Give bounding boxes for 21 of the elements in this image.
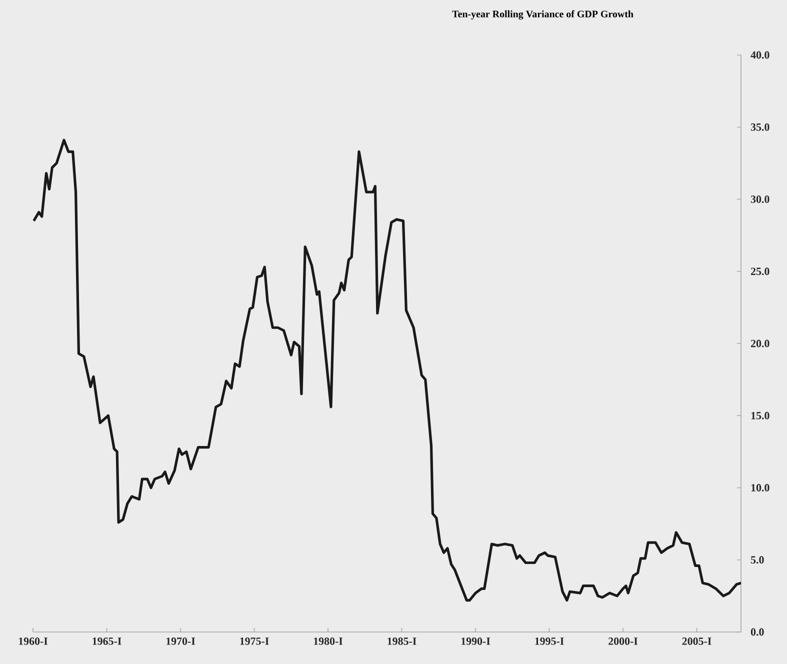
chart-title: Ten-year Rolling Variance of GDP Growth	[452, 10, 634, 20]
y-tick-label: 40.0	[750, 51, 770, 59]
x-tick-label: 1970-I	[166, 638, 196, 645]
x-tick-label: 2000-I	[608, 638, 638, 645]
y-tick-label: 25.0	[750, 268, 770, 276]
x-tick-label: 2005-I	[682, 638, 712, 645]
x-tick-label: 1990-I	[461, 638, 490, 645]
x-tick-label: 1995-I	[535, 638, 564, 645]
y-tick-label: 10.0	[751, 484, 770, 492]
y-tick-label: 20.0	[750, 340, 770, 348]
y-tick-label: 35.0	[750, 123, 770, 131]
x-tick-label: 1965-I	[92, 638, 122, 645]
y-tick-label: 15.0	[751, 412, 770, 420]
y-tick-label: 30.0	[750, 196, 770, 203]
x-tick-label: 1960-I	[18, 638, 48, 645]
y-tick-label: 5.0	[750, 556, 764, 564]
x-tick-label: 1985-I	[388, 638, 416, 645]
line-series	[33, 138, 742, 602]
x-tick-label: 1980-I	[314, 638, 343, 645]
x-tick-label: 1975-I	[240, 638, 269, 645]
y-tick-label: 0.0	[750, 628, 764, 636]
